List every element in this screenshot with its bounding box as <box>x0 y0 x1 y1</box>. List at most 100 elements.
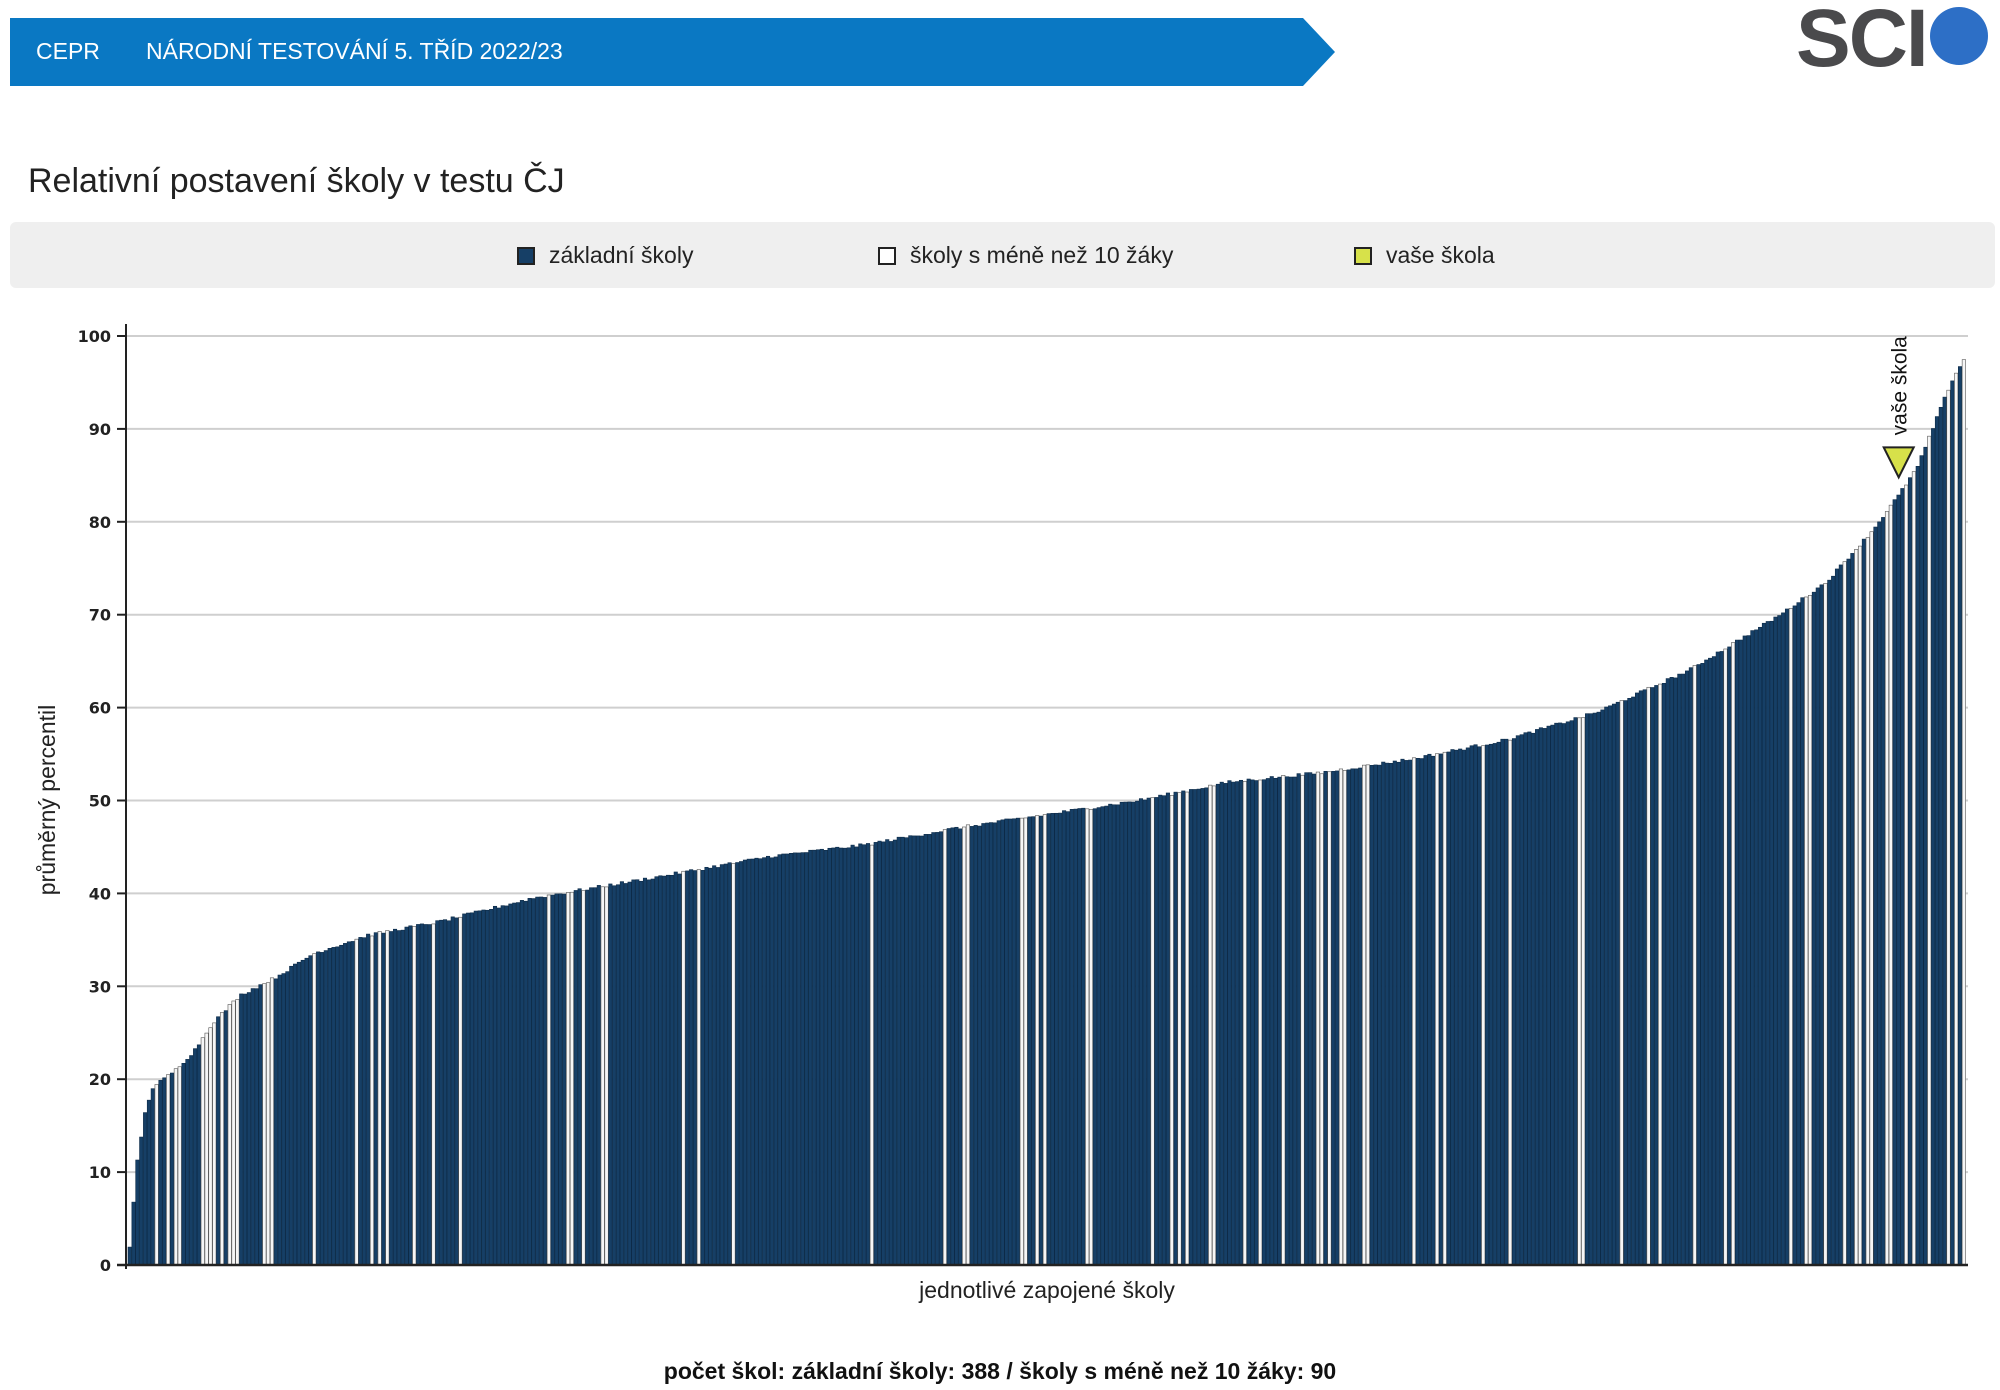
bar-zakladni-skola <box>1146 797 1151 1266</box>
bar-zakladni-skola <box>143 1112 148 1266</box>
bar-zakladni-skola <box>1404 760 1409 1266</box>
bar-mala-skola <box>1342 770 1347 1266</box>
bar-zakladni-skola <box>692 870 697 1266</box>
bar-mala-skola <box>200 1037 205 1266</box>
bar-zakladni-skola <box>1531 732 1536 1266</box>
bar-zakladni-skola <box>1761 622 1766 1266</box>
bar-zakladni-skola <box>427 924 432 1266</box>
bar-zakladni-skola <box>785 853 790 1266</box>
bar-zakladni-skola <box>389 931 394 1266</box>
bar-mala-skola <box>1581 717 1586 1266</box>
bar-zakladni-skola <box>531 898 536 1266</box>
bar-zakladni-skola <box>1608 705 1613 1266</box>
bar-mala-skola <box>1904 484 1909 1266</box>
bar-zakladni-skola <box>319 952 325 1266</box>
bar-zakladni-skola <box>1323 770 1328 1266</box>
bar-zakladni-skola <box>1346 769 1351 1266</box>
chart-legend: základní školy školy s méně než 10 žáky … <box>10 222 1995 288</box>
legend-item-male: školy s méně než 10 žáky <box>878 242 1173 269</box>
bar-zakladni-skola <box>1523 732 1528 1266</box>
bar-zakladni-skola <box>1881 517 1886 1266</box>
bar-mala-skola <box>869 844 874 1266</box>
bar-zakladni-skola <box>1742 635 1747 1266</box>
bar-zakladni-skola <box>742 859 747 1266</box>
bar-zakladni-skola <box>716 867 721 1266</box>
bar-zakladni-skola <box>281 973 286 1266</box>
bar-zakladni-skola <box>496 907 501 1266</box>
bar-zakladni-skola <box>343 943 348 1266</box>
bar-mala-skola <box>1884 511 1890 1266</box>
bar-zakladni-skola <box>146 1099 151 1266</box>
bar-zakladni-skola <box>831 847 836 1266</box>
bar-zakladni-skola <box>1350 768 1355 1266</box>
bar-zakladni-skola <box>877 840 882 1266</box>
bar-zakladni-skola <box>908 835 913 1266</box>
bar-zakladni-skola <box>1877 521 1882 1266</box>
org-label: CEPR <box>36 38 100 64</box>
bar-mala-skola <box>385 930 390 1266</box>
bar-zakladni-skola <box>1388 763 1393 1266</box>
bar-zakladni-skola <box>650 878 655 1266</box>
bar-zakladni-skola <box>1550 724 1555 1266</box>
legend-label-vase: vaše škola <box>1386 242 1495 268</box>
bar-zakladni-skola <box>865 843 871 1266</box>
bar-zakladni-skola <box>562 893 567 1266</box>
bar-zakladni-skola <box>950 827 955 1266</box>
bar-zakladni-skola <box>712 865 717 1266</box>
bar-zakladni-skola <box>1796 602 1801 1266</box>
bar-mala-skola <box>581 890 586 1266</box>
bar-zakladni-skola <box>150 1088 155 1266</box>
bar-mala-skola <box>1808 594 1813 1266</box>
bar-mala-skola <box>1823 583 1828 1266</box>
bar-zakladni-skola <box>346 941 351 1266</box>
bar-zakladni-skola <box>1373 764 1378 1266</box>
bar-mala-skola <box>231 1000 236 1266</box>
bar-zakladni-skola <box>1231 781 1236 1266</box>
legend-swatch-vase <box>1354 246 1372 265</box>
bar-zakladni-skola <box>1081 807 1086 1266</box>
bar-zakladni-skola <box>608 883 613 1266</box>
bar-zakladni-skola <box>927 834 932 1266</box>
bar-zakladni-skola <box>193 1048 198 1266</box>
bar-zakladni-skola <box>1254 780 1259 1266</box>
bar-zakladni-skola <box>1615 701 1620 1266</box>
vase-skola-label: vaše škola <box>1889 336 1912 436</box>
bar-zakladni-skola <box>516 902 521 1266</box>
bar-zakladni-skola <box>1127 801 1132 1266</box>
bar-zakladni-skola <box>677 873 682 1266</box>
bar-zakladni-skola <box>1892 499 1897 1266</box>
bar-zakladni-skola <box>912 835 917 1266</box>
bar-zakladni-skola <box>466 912 471 1266</box>
bar-zakladni-skola <box>577 888 582 1266</box>
bar-zakladni-skola <box>1500 738 1505 1266</box>
bar-zakladni-skola <box>1108 803 1113 1266</box>
bar-zakladni-skola <box>1538 727 1543 1266</box>
bar-mala-skola <box>369 935 375 1266</box>
bar-zakladni-skola <box>585 889 590 1266</box>
bar-zakladni-skola <box>989 822 994 1266</box>
bar-zakladni-skola <box>1331 771 1336 1266</box>
bar-zakladni-skola <box>1196 788 1201 1266</box>
bar-mala-skola <box>1300 774 1305 1266</box>
bar-zakladni-skola <box>635 879 640 1266</box>
bar-zakladni-skola <box>1554 722 1559 1266</box>
bar-zakladni-skola <box>889 841 894 1266</box>
bar-zakladni-skola <box>658 875 663 1266</box>
banner-shape <box>10 18 1335 86</box>
bar-zakladni-skola <box>450 916 455 1266</box>
bar-zakladni-skola <box>1873 526 1878 1266</box>
bar-zakladni-skola <box>1511 738 1517 1266</box>
bar-zakladni-skola <box>719 864 724 1266</box>
bar-zakladni-skola <box>708 867 713 1266</box>
bar-zakladni-skola <box>642 877 648 1266</box>
bar-zakladni-skola <box>396 930 401 1266</box>
bar-mala-skola <box>1019 817 1024 1266</box>
bar-zakladni-skola <box>1677 673 1682 1266</box>
bar-zakladni-skola <box>554 893 559 1266</box>
bar-mala-skola <box>1338 768 1343 1266</box>
bar-zakladni-skola <box>435 920 440 1266</box>
logo-text: SCI <box>1796 0 1929 84</box>
bar-zakladni-skola <box>1669 677 1674 1266</box>
bar-zakladni-skola <box>504 905 509 1266</box>
